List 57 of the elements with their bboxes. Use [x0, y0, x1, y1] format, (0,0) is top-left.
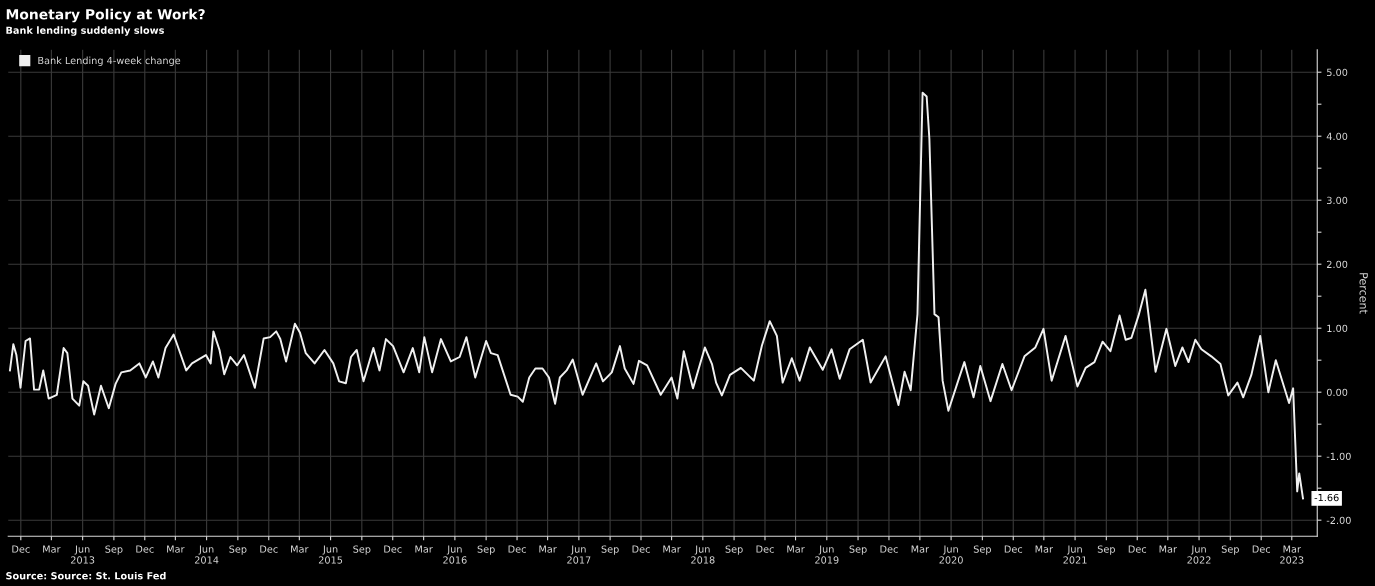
x-tick-label: Sep: [849, 545, 867, 555]
x-tick-label: Mar: [167, 545, 185, 553]
y-tick-label: 4.00: [1326, 132, 1348, 141]
x-tick-label: Dec: [880, 545, 898, 553]
x-tick-label: Mar: [539, 545, 557, 553]
x-tick-label: Dec: [1004, 545, 1023, 553]
x-tick-label: Dec: [756, 545, 774, 553]
x-tick-label: Sep: [353, 545, 371, 555]
x-tick-label: Mar 2023: [1280, 545, 1304, 564]
x-tick-label: Mar: [663, 545, 681, 553]
y-tick-label: 5.00: [1327, 68, 1348, 77]
x-tick-label: Jun 2021: [1063, 545, 1087, 564]
x-tick-label: Dec: [508, 545, 526, 553]
x-tick-label: Dec: [260, 545, 278, 553]
y-tick-label: 0.00: [1326, 388, 1348, 397]
x-tick-label: Mar: [1159, 545, 1177, 553]
x-tick-label: Sep: [1221, 545, 1239, 555]
x-tick-label: Dec: [136, 545, 154, 553]
y-tick-label: -2.00: [1326, 516, 1351, 525]
x-tick-label: Jun 2016: [443, 545, 467, 564]
x-tick-label: Mar: [787, 545, 805, 553]
chart-subtitle: Bank lending suddenly slows: [6, 26, 164, 36]
x-tick-label: Dec: [1128, 545, 1147, 553]
x-tick-label: Sep: [1097, 545, 1115, 555]
line-series: [8, 91, 1304, 500]
x-tick-label: Jun 2019: [815, 545, 839, 564]
x-tick-label: Dec: [1252, 545, 1271, 553]
x-tick-label: Mar: [1035, 545, 1054, 553]
y-tick-label: 3.00: [1327, 196, 1348, 205]
x-tick-label: Sep: [973, 545, 991, 555]
x-tick-label: Jun 2020: [939, 545, 963, 564]
x-tick-label: Dec: [632, 545, 650, 553]
x-tick-label: Sep: [229, 545, 247, 555]
x-tick-label: Mar: [911, 545, 930, 553]
annotation: -1.66: [1314, 493, 1339, 502]
x-tick-label: Sep: [477, 545, 495, 555]
y-tick-label: -1.00: [1326, 452, 1351, 461]
y-tick-label: 2.00: [1326, 260, 1348, 269]
x-tick-label: Mar: [291, 545, 309, 553]
x-tick-label: Mar: [43, 545, 61, 553]
y-tick-label: 1.00: [1327, 324, 1348, 333]
x-tick-label: Sep: [725, 545, 743, 555]
x-tick-label: Dec: [384, 545, 402, 553]
x-tick-label: Dec: [12, 545, 30, 553]
x-tick-label: Jun 2015: [318, 545, 343, 564]
x-tick-label: Jun 2013: [70, 545, 95, 564]
x-tick-label: Sep: [601, 545, 619, 555]
x-tick-label: Jun 2014: [194, 545, 219, 564]
chart-title: Monetary Policy at Work?: [6, 8, 205, 23]
legend-label: Bank Lending 4-week change: [38, 56, 181, 67]
x-tick-label: Jun 2018: [691, 545, 715, 564]
source-note: Source: Source: St. Louis Fed: [6, 571, 166, 580]
x-tick-label: Jun 2022: [1187, 545, 1211, 564]
x-tick-label: Sep: [105, 545, 123, 555]
y-axis-title: Percent: [1359, 273, 1368, 314]
x-tick-label: Mar: [415, 545, 433, 553]
x-tick-label: Jun 2017: [567, 545, 591, 564]
